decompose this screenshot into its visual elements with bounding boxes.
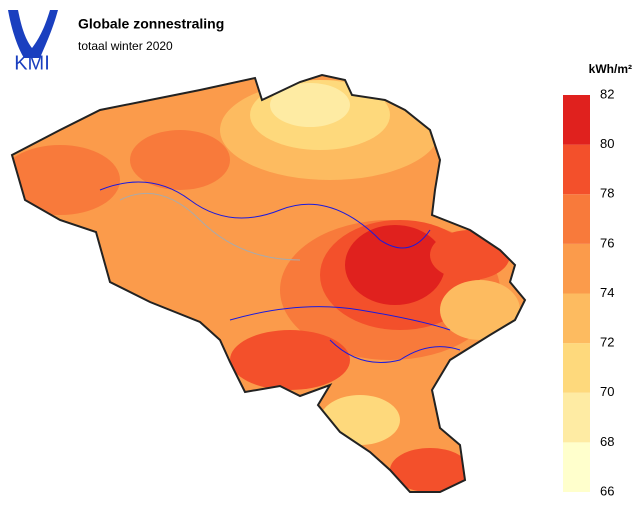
legend-tick-label: 82 — [600, 86, 614, 101]
map-zone — [270, 83, 350, 127]
map-zone — [320, 395, 400, 445]
legend-unit: kWh/m² — [589, 62, 632, 76]
legend-tick-label: 66 — [600, 483, 614, 498]
title: Globale zonnestraling — [78, 16, 224, 32]
river — [329, 339, 461, 363]
legend-swatch — [563, 293, 590, 344]
logo: KMI — [8, 10, 58, 74]
legend-tick-label: 68 — [600, 434, 614, 449]
legend-tick-label: 78 — [600, 186, 614, 201]
map-zone — [345, 225, 445, 305]
map — [11, 74, 526, 493]
logo-mark — [8, 10, 58, 58]
map-zone — [12, 145, 120, 215]
map-zone — [430, 230, 510, 280]
border — [119, 192, 301, 261]
subtitle: totaal winter 2020 — [78, 39, 173, 53]
legend-swatch — [563, 343, 590, 393]
legend-tick-label: 74 — [600, 285, 614, 300]
river — [229, 306, 451, 331]
legend-swatch — [563, 392, 590, 443]
legend-swatch — [563, 194, 590, 244]
map-zone — [440, 280, 520, 340]
map-zone — [130, 130, 230, 190]
legend-swatch — [563, 95, 590, 145]
map-zone — [390, 448, 470, 492]
legend-swatch — [563, 442, 590, 492]
map-zone — [230, 330, 350, 390]
legend-tick-label: 76 — [600, 235, 614, 250]
legend-swatch — [563, 144, 590, 195]
legend: 66 68 70 72 74 76 78 80 82 — [563, 86, 614, 498]
legend-swatch — [563, 243, 590, 294]
legend-tick-label: 72 — [600, 335, 614, 350]
logo-text: KMI — [14, 52, 50, 74]
river — [99, 181, 431, 249]
legend-tick-label: 70 — [600, 384, 614, 399]
legend-tick-label: 80 — [600, 136, 614, 151]
